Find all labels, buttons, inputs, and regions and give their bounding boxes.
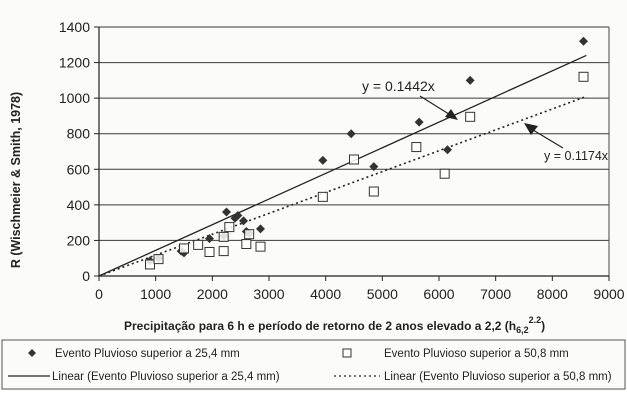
square-point	[411, 142, 422, 153]
y-tick-label: 1000	[59, 90, 90, 106]
x-tick-label: 1000	[140, 286, 171, 302]
y-tick-label: 0	[82, 268, 90, 284]
diamond-point	[465, 75, 475, 85]
square-point	[317, 191, 328, 202]
diamond-point	[579, 36, 588, 46]
trendline-label-50mm: y = 0.1174x	[544, 149, 609, 163]
square-point	[349, 154, 359, 165]
square-point	[439, 168, 450, 179]
y-tick-label: 800	[67, 126, 91, 142]
square-point	[145, 259, 155, 270]
square-point	[204, 246, 215, 257]
legend-label-linear-25mm: Linear (Evento Pluvioso superior a 25,4 …	[52, 371, 280, 383]
legend-square-marker	[342, 348, 352, 358]
diamond-point	[318, 155, 328, 165]
legend-label-25mm: Evento Pluvioso superior a 25,4 mm	[55, 348, 240, 360]
square-point	[368, 186, 379, 197]
x-tick-label: 3000	[253, 286, 284, 302]
y-axis-label: R (Wischmeier & Smith, 1978)	[9, 92, 23, 268]
square-point	[465, 111, 476, 122]
x-axis-label-sup: 2.2	[529, 315, 542, 325]
square-point	[244, 229, 255, 240]
legend-label-linear-50mm: Linear (Evento Pluvioso superior a 50,8 …	[384, 371, 612, 383]
gridlines	[99, 26, 609, 241]
square-point	[255, 241, 266, 252]
diamond-point	[205, 234, 214, 244]
diamond-point	[369, 162, 379, 172]
diamond-point	[233, 211, 243, 221]
square-point	[193, 239, 204, 250]
diamond-point	[256, 224, 265, 234]
y-tick-label: 600	[67, 161, 91, 177]
diamond-point	[346, 129, 356, 139]
trendline-arrow-25mm	[419, 95, 458, 120]
square-point	[241, 238, 252, 249]
x-tick-label: 2000	[197, 286, 228, 302]
trendline-arrow-50mm	[524, 123, 564, 149]
legend-diamond-marker	[28, 349, 36, 357]
x-tick-label: 6000	[423, 286, 454, 302]
diamond-point	[239, 216, 248, 226]
x-tick-label: 4000	[310, 286, 341, 302]
trendlines	[98, 54, 587, 277]
x-tick-label: 5000	[367, 286, 398, 302]
y-tick-label: 1200	[59, 55, 90, 71]
square-point	[179, 243, 189, 254]
x-axis-label-main: Precipitação para 6 h e período de retor…	[124, 319, 516, 333]
x-tick-label: 7000	[480, 286, 511, 302]
x-tick-labels: 0 1000 2000 3000 4000 5000 6000 7000 8000 9000	[95, 286, 625, 302]
x-axis-label-sub: 6,2	[516, 325, 529, 335]
diamond-point	[222, 207, 231, 217]
x-tick-label: 8000	[537, 286, 568, 302]
square-point	[218, 231, 229, 242]
trendline-25mm	[98, 54, 587, 277]
x-axis-label-close: )	[541, 319, 545, 333]
x-tick-label: 9000	[593, 286, 624, 302]
trendline-50mm	[98, 95, 587, 277]
x-axis-label: Precipitação para 6 h e período de retor…	[124, 315, 545, 335]
y-tick-label: 1400	[59, 19, 90, 35]
y-tick-label: 400	[67, 197, 91, 213]
trendline-label-25mm: y = 0.1442x	[362, 78, 435, 94]
x-tick-label: 0	[95, 286, 103, 302]
square-point	[153, 254, 164, 265]
axes	[94, 26, 610, 281]
y-tick-labels: 0 200 400 600 800 1000 1200 1400	[59, 19, 90, 284]
data-points	[145, 36, 589, 270]
legend: Evento Pluvioso superior a 25,4 mm Event…	[1, 339, 626, 390]
square-point	[578, 71, 589, 82]
legend-label-50mm: Evento Pluvioso superior a 50,8 mm	[384, 348, 569, 360]
y-tick-label: 200	[67, 232, 91, 248]
diamond-point	[414, 117, 424, 127]
diamond-point	[443, 145, 452, 155]
square-point	[218, 246, 229, 257]
square-point	[224, 222, 235, 233]
